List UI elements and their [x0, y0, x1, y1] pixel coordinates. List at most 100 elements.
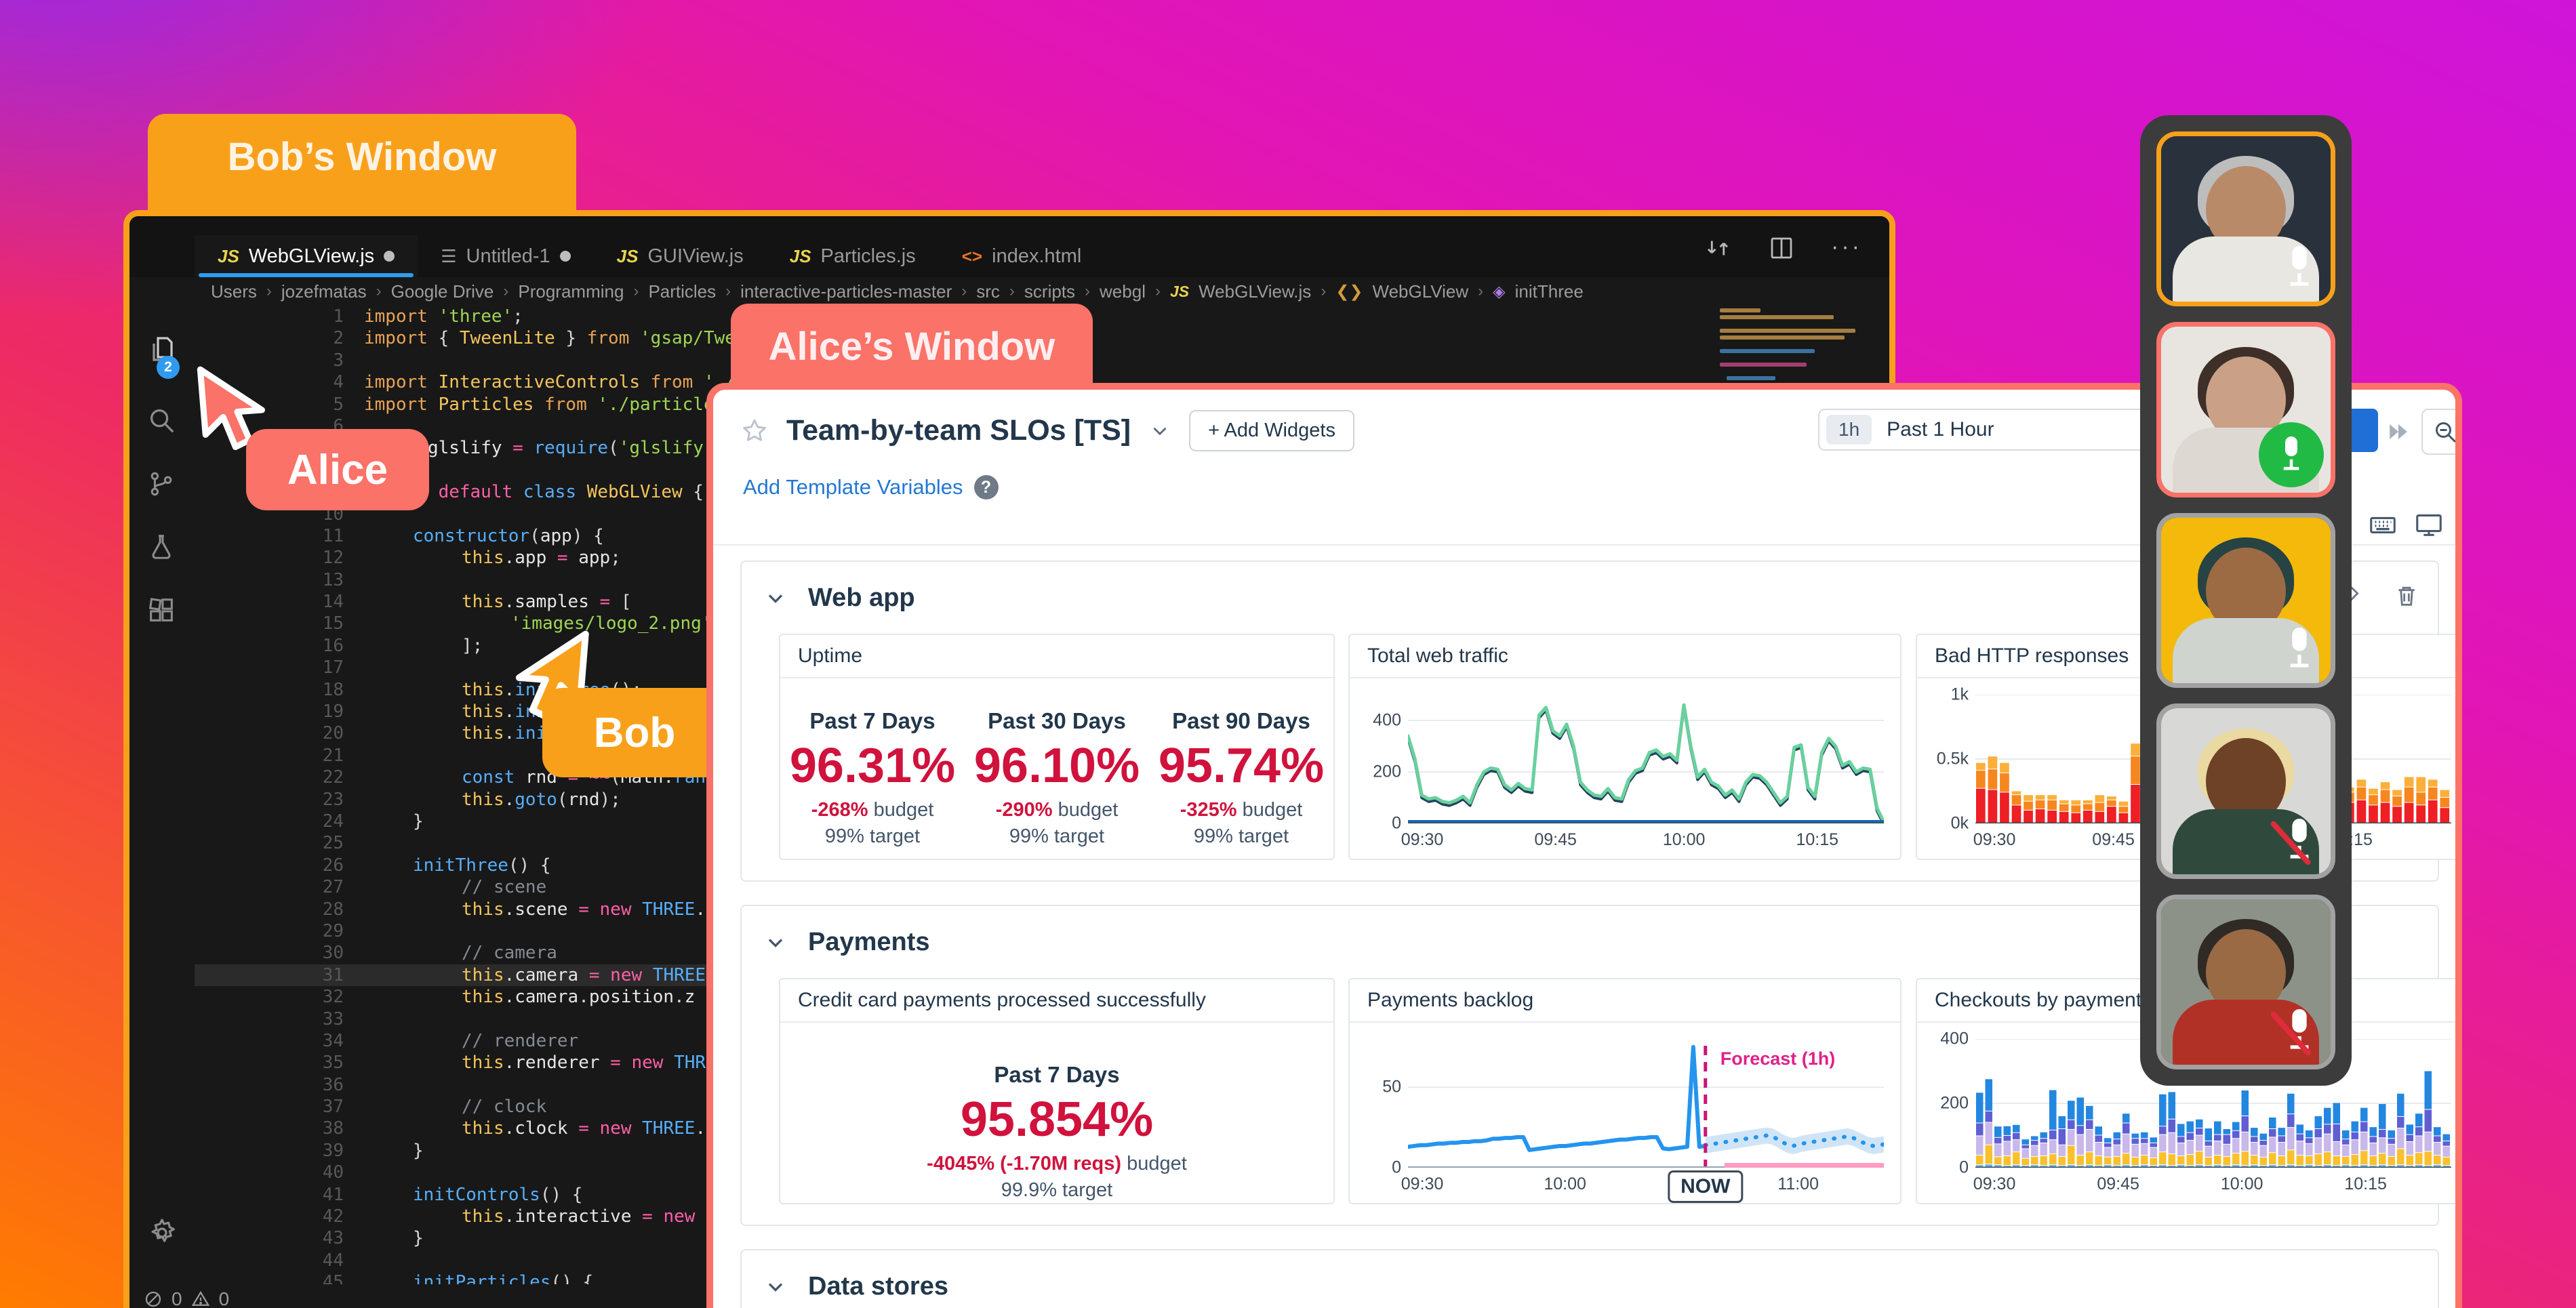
- search-icon[interactable]: [146, 405, 178, 437]
- breadcrumb-item[interactable]: jozefmatas: [281, 281, 367, 302]
- payments-backlog-card[interactable]: Payments backlog 0 50 09:30 10:00 11:00 Forec…: [1348, 978, 1901, 1204]
- x-axis-tick: 09:45: [2097, 1174, 2139, 1193]
- mic-icon[interactable]: [2278, 624, 2321, 675]
- fast-forward-icon[interactable]: [2383, 417, 2413, 450]
- code-line: 14 this.samples = [: [322, 592, 632, 613]
- code-line: 43}: [322, 1228, 424, 1249]
- total-web-traffic-card[interactable]: Total web traffic 0 200 400 09:30 09:45 10:00…: [1348, 634, 1901, 860]
- code-line: 3: [333, 350, 344, 371]
- code-line: 29: [322, 920, 344, 941]
- video-thumbnail-participant-3[interactable]: [2156, 512, 2335, 689]
- code-line: 11 constructor(app) {: [322, 525, 604, 546]
- add-template-variables-link[interactable]: Add Template Variables: [743, 475, 963, 499]
- title-chevron-down-icon[interactable]: [1148, 420, 1171, 443]
- video-thumbnail-participant-5[interactable]: [2156, 894, 2335, 1070]
- breadcrumb-item[interactable]: WebGLView.js: [1199, 281, 1312, 302]
- open-changes-icon[interactable]: [1704, 234, 1732, 266]
- mic-icon[interactable]: [2278, 242, 2321, 293]
- modified-dot-icon: [559, 251, 571, 262]
- problems-status[interactable]: 0 0: [143, 1288, 229, 1308]
- breadcrumb-item[interactable]: interactive-particles-master: [740, 281, 952, 302]
- x-axis-tick: 10:15: [1796, 830, 1838, 849]
- alices-window-label-text: Alice’s Window: [768, 325, 1055, 369]
- keyboard-icon[interactable]: [2367, 509, 2398, 544]
- video-thumbnail-participant-4[interactable]: [2156, 703, 2335, 879]
- x-axis-tick: 11:00: [1777, 1174, 1819, 1193]
- x-axis-tick: 09:45: [2092, 830, 2135, 849]
- section-title: Payments: [808, 928, 930, 956]
- card-title: Uptime: [780, 635, 1333, 678]
- metric-value: 95.74%: [1158, 739, 1325, 793]
- x-axis-tick: 10:00: [1662, 830, 1706, 849]
- metric-budget: -325% budget: [1180, 799, 1303, 821]
- section-collapse-icon[interactable]: [763, 1275, 788, 1299]
- breadcrumb-item[interactable]: Users: [211, 281, 257, 302]
- more-actions-icon[interactable]: ···: [1831, 234, 1862, 260]
- y-axis-tick: 200: [1940, 1093, 1969, 1113]
- editor-tab-index.html[interactable]: <> index.html: [939, 235, 1105, 277]
- warnings-count: 0: [218, 1288, 230, 1308]
- section-collapse-icon[interactable]: [763, 931, 788, 955]
- mic-muted-icon[interactable]: [2270, 815, 2321, 866]
- code-line: 24}: [322, 811, 424, 832]
- x-axis-tick: 10:00: [2220, 1174, 2263, 1193]
- trash-icon[interactable]: [2393, 582, 2420, 613]
- code-line: 26 initThree() {: [322, 855, 551, 876]
- editor-tab-WebGLView.js[interactable]: JS WebGLView.js: [195, 235, 418, 277]
- breadcrumb-item[interactable]: WebGLView: [1372, 281, 1469, 302]
- monitor-icon[interactable]: [2413, 509, 2444, 544]
- section-collapse-icon[interactable]: [763, 586, 788, 611]
- mic-icon[interactable]: [2259, 422, 2324, 487]
- split-editor-icon[interactable]: [1767, 234, 1796, 266]
- alice-cursor-icon: [197, 366, 265, 451]
- video-thumbnail-participant-2[interactable]: [2156, 322, 2335, 497]
- bob-name-text: Bob: [593, 709, 676, 756]
- metric-period: Past 30 Days: [988, 708, 1126, 733]
- gear-icon[interactable]: [2459, 509, 2462, 544]
- breadcrumb-item[interactable]: initThree: [1514, 281, 1584, 302]
- breadcrumb[interactable]: Users › jozefmatas › Google Drive › Programmin…: [129, 277, 1889, 306]
- test-beaker-icon[interactable]: [146, 531, 178, 563]
- editor-tab-Particles.js[interactable]: JS Particles.js: [767, 235, 939, 277]
- method-symbol-icon: ◈: [1493, 282, 1506, 301]
- breadcrumb-item[interactable]: webgl: [1100, 281, 1146, 302]
- code-line: 13: [322, 569, 344, 590]
- breadcrumb-item[interactable]: src: [976, 281, 1000, 302]
- editor-tab-GUIView.js[interactable]: JS GUIView.js: [594, 235, 767, 277]
- tab-label: GUIView.js: [647, 245, 744, 267]
- y-axis-tick: 400: [1373, 710, 1401, 730]
- breadcrumb-item[interactable]: scripts: [1024, 281, 1076, 302]
- breadcrumb-item[interactable]: Google Drive: [390, 281, 494, 302]
- code-line: 44: [322, 1250, 344, 1271]
- y-axis-tick: 1k: [1950, 684, 1969, 704]
- code-line: 34// renderer: [322, 1030, 579, 1051]
- mic-muted-icon[interactable]: [2270, 1005, 2321, 1057]
- traffic-chart[interactable]: 0 200 400 09:30 09:45 10:00 10:15: [1373, 695, 1886, 849]
- video-thumbnail-participant-1[interactable]: [2156, 131, 2335, 307]
- participant-video: [2161, 708, 2331, 874]
- zoom-out-button[interactable]: [2421, 409, 2455, 455]
- settings-gear-icon[interactable]: [146, 1217, 178, 1249]
- help-icon[interactable]: ?: [973, 475, 999, 499]
- code-line: 37// clock: [322, 1097, 547, 1118]
- add-widgets-button[interactable]: + Add Widgets: [1189, 410, 1354, 451]
- breadcrumb-item[interactable]: Programming: [518, 281, 624, 302]
- breadcrumb-item[interactable]: Particles: [648, 281, 717, 302]
- time-range-input[interactable]: 1h Past 1 Hour: [1818, 409, 2340, 451]
- code-line: 16];: [322, 635, 483, 656]
- checkouts-chart[interactable]: 0 200 400 09:30 09:45 10:00 10:15: [1940, 1029, 2451, 1193]
- extensions-icon[interactable]: [146, 596, 178, 628]
- favorite-star-icon[interactable]: [740, 417, 769, 445]
- time-range-chip: 1h: [1826, 415, 1872, 445]
- participant-video: [2161, 136, 2331, 302]
- y-axis-tick: 0k: [1950, 813, 1969, 833]
- source-control-icon[interactable]: [146, 468, 178, 501]
- forecast-label: Forecast (1h): [1720, 1048, 1836, 1069]
- editor-tab-Untitled-1[interactable]: ☰ Untitled-1: [418, 235, 593, 277]
- uptime-card[interactable]: Uptime Past 7 Days 96.31% -268% budget 9…: [779, 634, 1335, 860]
- credit-card-payments-card[interactable]: Credit card payments processed successfu…: [779, 978, 1335, 1204]
- payments-backlog-chart[interactable]: 0 50 09:30 10:00 11:00 Forecast (1h) NOW: [1382, 1039, 1886, 1203]
- code-editor[interactable]: 1 import 'three'; 2 import { TweenLite } fr…: [195, 306, 1889, 1284]
- code-line: 17: [322, 657, 344, 678]
- code-line: 27// scene: [322, 877, 547, 898]
